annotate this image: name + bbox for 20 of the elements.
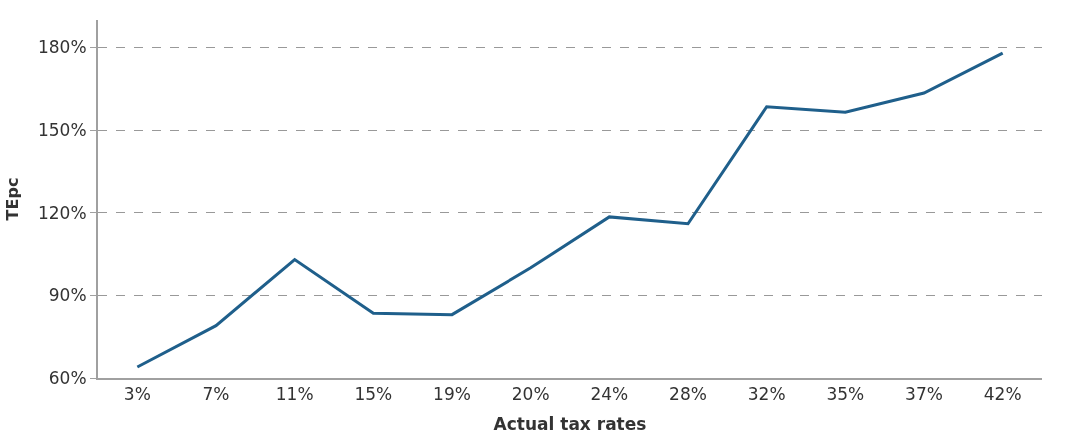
x-tick-label: 11% [275,384,314,405]
y-tick-label: 60% [48,367,87,388]
x-tick-label: 42% [983,384,1022,405]
x-tick-label: 37% [905,384,943,405]
y-tick-label: 120% [37,202,87,223]
x-tick-label: 24% [590,384,629,405]
x-tick-label: 15% [354,384,393,405]
line-series [135,51,1005,369]
x-tick-label: 7% [202,384,230,405]
x-tick-label: 19% [433,384,471,405]
x-tick-label: 28% [669,384,707,405]
x-tick-label: 3% [123,384,151,405]
y-tick-label: 90% [48,285,87,306]
y-axis-title: TEpc [3,177,23,221]
x-tick-label: 35% [826,384,865,405]
x-tick-label: 32% [747,384,786,405]
x-tick-label: 20% [511,384,550,405]
x-axis-title: Actual tax rates [493,414,647,435]
y-tick-label: 180% [37,37,87,58]
y-tick-label: 150% [37,120,87,141]
